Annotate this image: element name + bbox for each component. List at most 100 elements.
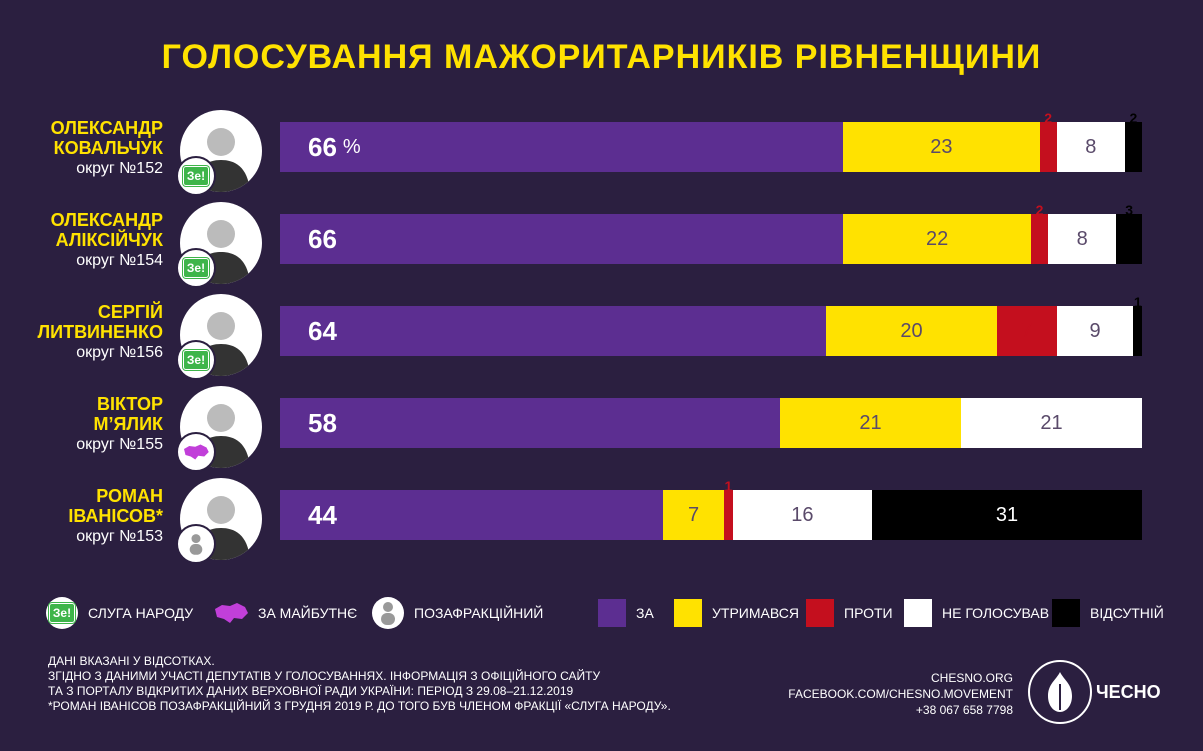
deputy-row: РОМАН ІВАНІСОВ* округ №153 44 7 1 16 31	[0, 476, 1203, 566]
legend-item-for: ЗА	[598, 596, 654, 630]
data-label: 2	[1044, 110, 1053, 126]
deputy-name: ОЛЕКСАНДР АЛІКСІЙЧУК	[51, 210, 163, 250]
bar-segment-absent: 2	[1124, 110, 1142, 172]
legend-swatch	[806, 599, 834, 627]
legend-label: ЗА	[636, 605, 654, 621]
ze-badge-icon: Зе!	[46, 597, 78, 629]
data-label: 22	[926, 227, 949, 250]
phone-number: +38 067 658 7798	[915, 703, 1013, 717]
legend-swatch	[1052, 599, 1080, 627]
bar-segment-absent: 31	[872, 490, 1142, 540]
deputy-first-name: СЕРГІЙ	[97, 302, 163, 322]
data-label: 9	[1089, 319, 1101, 342]
deputy-name: СЕРГІЙ ЛИТВИНЕНКО	[38, 302, 164, 342]
legend-swatch	[674, 599, 702, 627]
chart-title: ГОЛОСУВАННЯ МАЖОРИТАРНИКІВ РІВНЕНЩИНИ	[161, 38, 1042, 76]
bar-segment-absent: 3	[1116, 202, 1142, 264]
data-label: 8	[1085, 135, 1097, 158]
deputy-district: округ №154	[76, 252, 163, 269]
deputy-district: округ №153	[76, 528, 163, 545]
deputy-district: округ №156	[76, 344, 163, 361]
footnote-line: ТА З ПОРТАЛУ ВІДКРИТИХ ДАНИХ ВЕРХОВНОЇ Р…	[48, 684, 574, 698]
bar-segment-against: 1	[724, 478, 733, 540]
deputy-last-name: ІВАНІСОВ*	[68, 506, 163, 526]
ze-badge-icon: Зе!	[176, 156, 216, 196]
stacked-bar: 66 22 2 8 3	[280, 202, 1142, 264]
percent-sign: %	[342, 135, 361, 158]
bar-segment-abstained: 22	[843, 214, 1032, 264]
legend-label-none: ПОЗАФРАКЦІЙНИЙ	[414, 605, 544, 621]
legend-label: НЕ ГОЛОСУВАВ	[942, 605, 1050, 621]
bar-segment-abstained: 20	[826, 306, 997, 356]
legend-item-ze: Зе! СЛУГА НАРОДУ	[46, 596, 193, 630]
ze-badge-icon: Зе!	[176, 248, 216, 288]
data-label: 23	[930, 135, 953, 158]
data-label: 2	[1035, 202, 1044, 218]
data-label: 7	[688, 503, 700, 526]
bar-segment-not-voted: 8	[1048, 214, 1117, 264]
data-label: 58	[308, 407, 337, 438]
bar-segment-not-voted: 16	[732, 490, 873, 540]
legend-item-none: ПОЗАФРАКЦІЙНИЙ	[372, 596, 543, 630]
bar-segment-not-voted: 9	[1056, 306, 1134, 356]
contacts: CHESNO.ORG FACEBOOK.COM/CHESNO.MOVEMENT …	[788, 670, 1013, 718]
deputy-row: ОЛЕКСАНДР АЛІКСІЙЧУК округ №154 Зе! 66 22 2 8 3	[0, 200, 1203, 290]
deputy-name: ОЛЕКСАНДР КОВАЛЬЧУК	[51, 118, 163, 158]
deputy-photo-avatar	[180, 386, 262, 468]
data-label: 21	[1040, 411, 1063, 434]
legend: Зе! СЛУГА НАРОДУ ЗА МАЙБУТНЄ ПОЗАФРАКЦІЙ…	[0, 596, 1203, 630]
deputy-district: округ №155	[76, 436, 163, 453]
data-label: 3	[1125, 202, 1134, 218]
deputy-first-name: РОМАН	[96, 486, 163, 506]
data-label: 44	[308, 499, 337, 530]
deputy-row: ОЛЕКСАНДР КОВАЛЬЧУК округ №152 Зе! 66% 23 2 8 2	[0, 108, 1203, 198]
data-label: 2	[1129, 110, 1138, 126]
bar-segment-abstained: 23	[843, 122, 1040, 172]
bar-segment-abstained: 21	[779, 398, 961, 448]
bar-segment-against: 2	[1031, 202, 1049, 264]
legend-item-absent: ВІДСУТНІЙ	[1052, 596, 1164, 630]
deputy-district: округ №152	[76, 160, 163, 177]
chesno-logo-icon	[1028, 660, 1092, 724]
legend-swatch	[904, 599, 932, 627]
facebook-link[interactable]: FACEBOOK.COM/CHESNO.MOVEMENT	[788, 687, 1013, 701]
data-label: 66	[308, 131, 337, 162]
data-label: 64	[308, 315, 337, 346]
data-label: 66	[308, 223, 337, 254]
legend-label-future: ЗА МАЙБУТНЄ	[258, 605, 358, 621]
bar-segment-for: 64	[280, 306, 827, 356]
person-icon	[176, 524, 216, 564]
deputy-last-name: КОВАЛЬЧУК	[53, 138, 163, 158]
logo-text: ЧЕСНО	[1096, 682, 1161, 702]
data-label: 20	[900, 319, 923, 342]
bar-segment-not-voted: 8	[1056, 122, 1125, 172]
bar-segment-against: 7	[996, 306, 1057, 356]
stacked-bar: 58 21 21	[280, 398, 1142, 448]
legend-label: ВІДСУТНІЙ	[1090, 605, 1164, 621]
deputy-row: СЕРГІЙ ЛИТВИНЕНКО округ №156 Зе! 64 20 7 9 1	[0, 292, 1203, 382]
legend-label: УТРИМАВСЯ	[712, 605, 799, 621]
data-label: 1	[724, 478, 733, 494]
footnote-line: ДАНІ ВКАЗАНІ У ВІДСОТКАХ.	[48, 654, 215, 668]
legend-item-future: ЗА МАЙБУТНЄ	[212, 596, 357, 630]
deputy-first-name: ОЛЕКСАНДР	[50, 118, 163, 138]
stacked-bar: 44 7 1 16 31	[280, 478, 1142, 540]
footnote: ДАНІ ВКАЗАНІ У ВІДСОТКАХ. ЗГІДНО З ДАНИМ…	[48, 654, 671, 714]
legend-item-against: ПРОТИ	[806, 596, 893, 630]
legend-swatch	[598, 599, 626, 627]
data-label: 8	[1076, 227, 1088, 250]
data-label: 7	[1021, 319, 1033, 342]
footnote-line: *РОМАН ІВАНІСОВ ПОЗАФРАКЦІЙНИЙ З ГРУДНЯ …	[48, 699, 671, 713]
bar-segment-not-voted: 21	[960, 398, 1142, 448]
stacked-bar: 64 20 7 9 1	[280, 294, 1142, 356]
deputy-last-name: М’ЯЛИК	[93, 414, 164, 434]
bar-segment-for: 66%	[280, 122, 844, 172]
data-label: 1	[1133, 294, 1142, 310]
bar-segment-abstained: 7	[663, 490, 725, 540]
bar-segment-for: 66	[280, 214, 844, 264]
data-label: 21	[859, 411, 882, 434]
legend-label-ze: СЛУГА НАРОДУ	[88, 605, 194, 621]
website-link[interactable]: CHESNO.ORG	[930, 671, 1013, 685]
deputy-last-name: ЛИТВИНЕНКО	[37, 322, 164, 342]
data-label: 16	[791, 503, 814, 526]
